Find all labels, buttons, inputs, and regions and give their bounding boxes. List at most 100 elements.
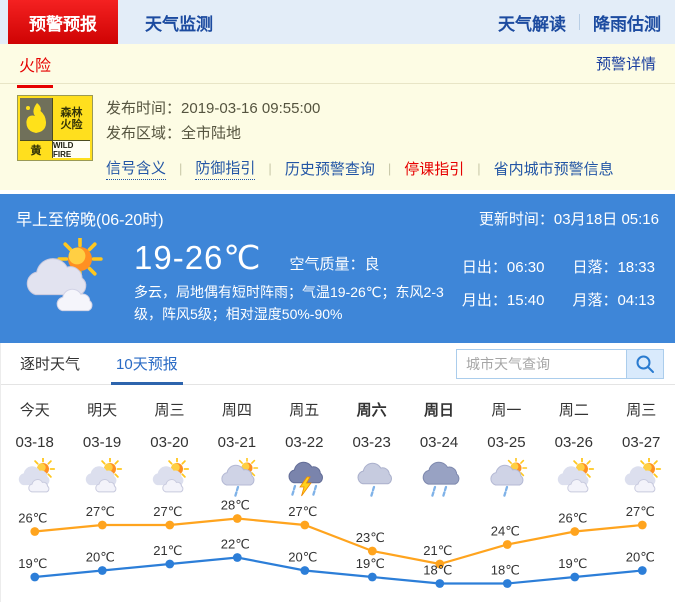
- sun-shower-icon: [490, 456, 528, 497]
- forecast-day-03-19[interactable]: 明天 03-19: [68, 399, 135, 498]
- low-temp-point: [570, 572, 580, 582]
- link-separator: |: [179, 161, 183, 176]
- forecast-day-03-22[interactable]: 周五 03-22: [271, 399, 338, 498]
- link-separator: |: [268, 161, 272, 176]
- day-date: 03-19: [82, 434, 122, 451]
- warning-info: 发布时间：2019-03-16 09:55:00 发布区域：全市陆地 信号含义 |…: [106, 96, 614, 180]
- fire-icon-level: 黄: [20, 141, 52, 158]
- high-temp-point: [300, 520, 310, 530]
- vertical-divider: [579, 14, 580, 30]
- day-date: 03-24: [419, 434, 459, 451]
- day-icon-wrap: [552, 456, 596, 498]
- day-date: 03-23: [352, 434, 391, 451]
- partly-cloudy-icon: [557, 456, 594, 493]
- high-temp-point: [232, 514, 242, 523]
- fire-icon-title-line2: 火险: [60, 119, 83, 131]
- high-temp-label: 27℃: [288, 504, 317, 519]
- forecast-day-03-21[interactable]: 周四 03-21: [203, 399, 270, 498]
- warning-links-row: 信号含义 | 防御指引 | 历史预警查询 | 停课指引 | 省内城市预警信息: [106, 157, 614, 180]
- high-temp-label: 27℃: [153, 504, 182, 519]
- day-icon-wrap: [215, 456, 259, 498]
- day-icon-wrap: [484, 456, 528, 498]
- top-links: 天气解读 降雨估测: [498, 10, 675, 35]
- high-temp-point: [435, 559, 445, 569]
- air-quality-value: 良: [364, 256, 380, 273]
- warning-link-5[interactable]: 省内城市预警信息: [493, 161, 614, 178]
- tab-hourly-weather[interactable]: 逐时天气: [20, 356, 81, 373]
- day-date: 03-21: [217, 434, 257, 451]
- warning-link-2[interactable]: 防御指引: [195, 157, 256, 180]
- tab-fire-risk[interactable]: 火险: [16, 52, 54, 88]
- fire-icon-title: 森林 火险: [53, 98, 90, 140]
- day-date: 03-25: [487, 434, 526, 451]
- low-temp-line: [34, 556, 643, 585]
- low-temp-point: [367, 572, 377, 582]
- low-temp-label: 20℃: [626, 550, 655, 565]
- warning-panel: 火险 预警详情 森林 火险 黄 WILD FIRE: [0, 44, 675, 190]
- link-weather-interpretation[interactable]: 天气解读: [498, 14, 566, 34]
- publish-area-label: 发布区域：: [106, 125, 182, 142]
- warning-header: 火险 预警详情: [0, 44, 675, 88]
- forecast-tab-row: 逐时天气 10天预报: [1, 343, 675, 385]
- warning-link-1[interactable]: 信号含义: [106, 157, 167, 180]
- high-temp-point: [367, 546, 377, 556]
- high-temp-line: [34, 517, 643, 566]
- forest-fire-warning-icon: 森林 火险 黄 WILD FIRE: [17, 95, 93, 161]
- warning-link-4[interactable]: 停课指引: [404, 161, 465, 178]
- day-weekday: 周二: [558, 402, 589, 419]
- high-temp-label: 21℃: [423, 543, 452, 558]
- day-weekday: 周三: [626, 402, 657, 419]
- sunset-time: 日落：18:33: [572, 259, 655, 276]
- publish-area-row: 发布区域：全市陆地: [106, 121, 614, 146]
- forecast-day-03-20[interactable]: 周三 03-20: [136, 399, 203, 498]
- flame-icon: [20, 98, 52, 140]
- day-weekday: 今天: [19, 402, 50, 419]
- forecast-day-03-18[interactable]: 今天 03-18: [1, 399, 68, 498]
- low-temp-point: [300, 566, 310, 575]
- current-weather-body: 19-26℃ 空气质量：良 多云，局地偶有短时阵雨；气温19-26℃；东风2-3…: [16, 236, 659, 325]
- warning-link-3[interactable]: 历史预警查询: [284, 161, 375, 178]
- tab-warning-forecast[interactable]: 预警预报: [8, 0, 118, 44]
- low-temp-label: 19℃: [356, 556, 385, 571]
- day-weekday: 周三: [154, 402, 185, 419]
- forecast-day-03-27[interactable]: 周三 03-27: [608, 399, 675, 498]
- low-temp-label: 19℃: [18, 556, 47, 571]
- link-rainfall-estimation[interactable]: 降雨估测: [593, 14, 661, 34]
- forecast-days-row: 今天 03-18 明天 03-19 周三 03-20 周四 03-21 周五 03-22 周六 03-…: [1, 385, 675, 498]
- day-icon-wrap: [619, 456, 663, 498]
- link-separator: |: [387, 161, 392, 176]
- high-temp-label: 27℃: [626, 504, 655, 519]
- day-date: 03-27: [622, 434, 661, 451]
- tab-weather-monitoring[interactable]: 天气监测: [145, 14, 213, 34]
- warning-body: 森林 火险 黄 WILD FIRE 发布时间：2019-03-16 09:55:…: [0, 84, 675, 190]
- tab-10day-forecast[interactable]: 10天预报: [111, 343, 183, 385]
- sunrise-time: 日出：06:30: [461, 259, 545, 276]
- day-icon-wrap: [282, 458, 326, 498]
- link-warning-details[interactable]: 预警详情: [595, 56, 656, 73]
- search-icon: [636, 355, 654, 373]
- search-button[interactable]: [626, 348, 664, 379]
- low-temp-label: 18℃: [423, 563, 452, 578]
- update-time-value: 03月18日 05:16: [553, 210, 659, 228]
- current-weather-main: 19-26℃ 空气质量：良 多云，局地偶有短时阵雨；气温19-26℃；东风2-3…: [134, 238, 446, 325]
- day-weekday: 周四: [221, 402, 252, 419]
- low-temp-point: [232, 553, 242, 562]
- forecast-day-03-25[interactable]: 周一 03-25: [473, 399, 540, 498]
- publish-area-value: 全市陆地: [181, 125, 242, 142]
- search-input[interactable]: [456, 348, 626, 379]
- day-icon-wrap: [417, 458, 461, 498]
- moonrise-time: 月出：15:40: [461, 292, 545, 309]
- moonset-time: 月落：04:13: [572, 292, 655, 309]
- forecast-day-03-23[interactable]: 周六 03-23: [338, 399, 405, 498]
- day-date: 03-26: [554, 434, 593, 451]
- high-temp-label: 28℃: [221, 498, 250, 513]
- day-weekday: 明天: [87, 402, 118, 419]
- sun-moon-times: 日出：06:30 日落：18:33 月出：15:40 月落：04:13: [462, 238, 659, 310]
- low-temp-point: [30, 572, 40, 582]
- day-icon-wrap: [80, 456, 124, 498]
- forecast-day-03-26[interactable]: 周二 03-26: [540, 399, 607, 498]
- air-quality: 空气质量：良: [289, 253, 379, 274]
- low-temp-point: [435, 579, 445, 588]
- forecast-day-03-24[interactable]: 周日 03-24: [405, 399, 472, 498]
